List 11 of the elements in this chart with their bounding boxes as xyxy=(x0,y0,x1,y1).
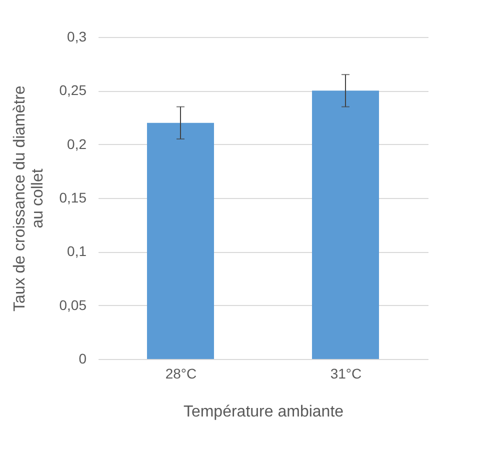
x-tick-label: 28°C xyxy=(165,366,197,382)
y-tick-label: 0,15 xyxy=(59,190,87,206)
y-tick-label: 0,1 xyxy=(67,243,87,260)
y-tick-label: 0,3 xyxy=(67,28,87,44)
y-tick-label: 0 xyxy=(78,350,87,366)
y-tick-label: 0,2 xyxy=(67,136,87,152)
x-tick-label: 31°C xyxy=(330,366,362,382)
y-axis-title: Taux de croissance du diamètre au collet xyxy=(11,85,46,312)
x-axis-title: Température ambiante xyxy=(183,404,344,420)
y-tick-label: 0,05 xyxy=(59,296,87,313)
y-tick-label: 0,25 xyxy=(59,82,87,98)
